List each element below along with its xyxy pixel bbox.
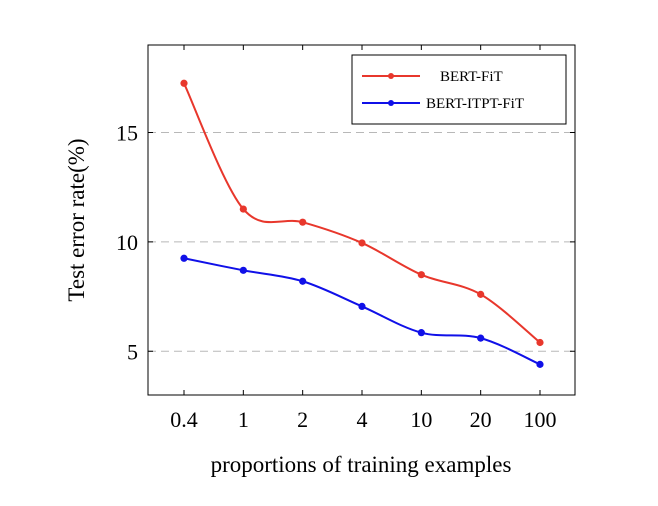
data-point-bert-itpt-fit-3 <box>358 302 366 311</box>
x-tick-label-4: 10 <box>410 407 432 432</box>
series-lines <box>180 79 544 368</box>
data-point-bert-fit-0 <box>180 79 188 87</box>
y-tick-label-5: 5 <box>127 339 138 364</box>
data-point-bert-itpt-fit-6 <box>536 360 544 368</box>
x-tick-label-5: 20 <box>470 407 492 432</box>
series-line-bert-itpt-fit <box>183 257 541 366</box>
data-point-bert-fit-1 <box>239 205 247 213</box>
x-axis-label: proportions of training examples <box>211 452 512 477</box>
legend-marker-bert-fit <box>388 73 394 79</box>
x-tick-label-2: 2 <box>297 407 308 432</box>
legend-marker-bert-itpt-fit <box>388 100 394 106</box>
x-tick-label-3: 4 <box>357 407 368 432</box>
x-tick-label-6: 100 <box>524 407 557 432</box>
ticks <box>148 45 575 395</box>
y-tick-label-15: 15 <box>116 121 138 146</box>
y-tick-label-10: 10 <box>116 230 138 255</box>
legend-label-bert-itpt-fit: BERT-ITPT-FiT <box>426 96 524 112</box>
legend: BERT-FiT BERT-ITPT-FiT <box>351 54 567 125</box>
x-tick-label-0: 0.4 <box>170 407 198 432</box>
x-tick-labels: 0.4 1 2 4 10 20 100 <box>170 407 556 432</box>
data-point-bert-itpt-fit-0 <box>180 254 188 262</box>
data-point-bert-itpt-fit-4 <box>417 329 425 337</box>
data-point-bert-fit-2 <box>299 218 307 226</box>
data-point-bert-itpt-fit-1 <box>239 266 247 274</box>
data-point-bert-fit-5 <box>477 290 485 298</box>
x-tick-label-1: 1 <box>238 407 249 432</box>
legend-box <box>351 54 567 125</box>
data-point-bert-fit-3 <box>358 239 366 247</box>
data-point-bert-itpt-fit-5 <box>477 334 485 342</box>
y-tick-labels: 5 10 15 <box>116 121 138 365</box>
legend-label-bert-fit: BERT-FiT <box>440 69 503 85</box>
data-point-bert-itpt-fit-2 <box>299 277 307 285</box>
y-axis-label: Test error rate(%) <box>64 138 89 301</box>
data-point-bert-fit-4 <box>417 271 425 279</box>
data-point-bert-fit-6 <box>536 338 544 347</box>
